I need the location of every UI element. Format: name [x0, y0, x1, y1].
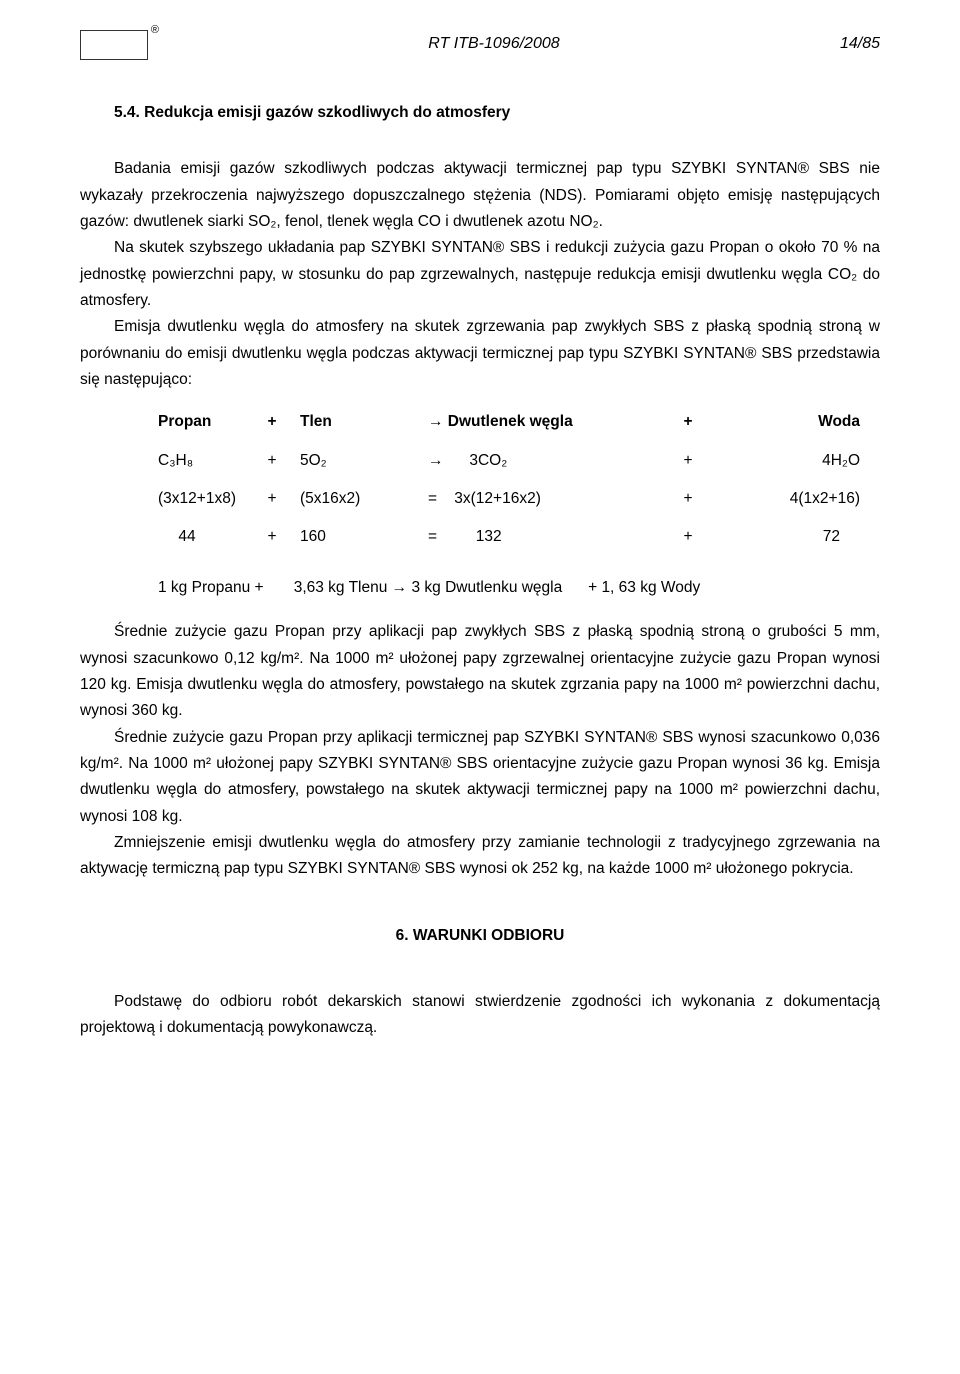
- cell: C₃H₈: [80, 442, 248, 480]
- reaction-row-formula: C₃H₈ + 5O₂ → 3CO₂ + 4H₂O: [80, 442, 880, 480]
- cell: +: [248, 480, 296, 518]
- section-number: 5.4.: [114, 104, 140, 121]
- reaction-row-masses: 44 + 160 = 132 + 72: [80, 518, 880, 556]
- reaction-table: Propan + Tlen → Dwutlenek węgla + Woda C…: [80, 403, 880, 556]
- reaction-summary: 1 kg Propanu + 3,63 kg Tlenu → 3 kg Dwut…: [158, 575, 880, 601]
- cell: 44: [80, 518, 248, 556]
- cell: (5x16x2): [296, 480, 424, 518]
- logo-icon: [80, 30, 148, 60]
- section-title: Redukcja emisji gazów szkodliwych do atm…: [144, 104, 510, 121]
- cell: (3x12+1x8): [80, 480, 248, 518]
- cell: 160: [296, 518, 424, 556]
- reaction-row-words: Propan + Tlen → Dwutlenek węgla + Woda: [80, 403, 880, 441]
- cell: 72: [712, 518, 880, 556]
- cell: → Dwutlenek węgla: [424, 403, 664, 441]
- summary-text: 1 kg Propanu + 3,63 kg Tlenu → 3 kg Dwut…: [158, 575, 700, 601]
- page-header: RT ITB-1096/2008 14/85: [80, 30, 880, 64]
- paragraph-2: Na skutek szybszego układania pap SZYBKI…: [80, 235, 880, 314]
- section-6-heading: 6. WARUNKI ODBIORU: [80, 923, 880, 949]
- cell: → 3CO₂: [424, 442, 664, 480]
- doc-id: RT ITB-1096/2008: [148, 30, 840, 57]
- cell: +: [664, 480, 712, 518]
- paragraph-5: Średnie zużycie gazu Propan przy aplikac…: [80, 725, 880, 830]
- cell: 4(1x2+16): [712, 480, 880, 518]
- logo-area: [80, 30, 148, 60]
- cell: +: [664, 518, 712, 556]
- paragraph-7: Podstawę do odbioru robót dekarskich sta…: [80, 989, 880, 1042]
- cell: +: [664, 442, 712, 480]
- cell: +: [248, 518, 296, 556]
- section-5-4-heading: 5.4. Redukcja emisji gazów szkodliwych d…: [114, 100, 880, 126]
- paragraph-3: Emisja dwutlenku węgla do atmosfery na s…: [80, 314, 880, 393]
- cell: = 132: [424, 518, 664, 556]
- cell: Woda: [712, 403, 880, 441]
- paragraph-6: Zmniejszenie emisji dwutlenku węgla do a…: [80, 830, 880, 883]
- cell: +: [664, 403, 712, 441]
- cell: Tlen: [296, 403, 424, 441]
- paragraph-1: Badania emisji gazów szkodliwych podczas…: [80, 156, 880, 235]
- cell: 4H₂O: [712, 442, 880, 480]
- cell: +: [248, 403, 296, 441]
- page-number: 14/85: [840, 30, 880, 57]
- paragraph-4: Średnie zużycie gazu Propan przy aplikac…: [80, 619, 880, 724]
- cell: +: [248, 442, 296, 480]
- cell: = 3x(12+16x2): [424, 480, 664, 518]
- reaction-row-masses-expr: (3x12+1x8) + (5x16x2) = 3x(12+16x2) + 4(…: [80, 480, 880, 518]
- cell: Propan: [80, 403, 248, 441]
- cell: 5O₂: [296, 442, 424, 480]
